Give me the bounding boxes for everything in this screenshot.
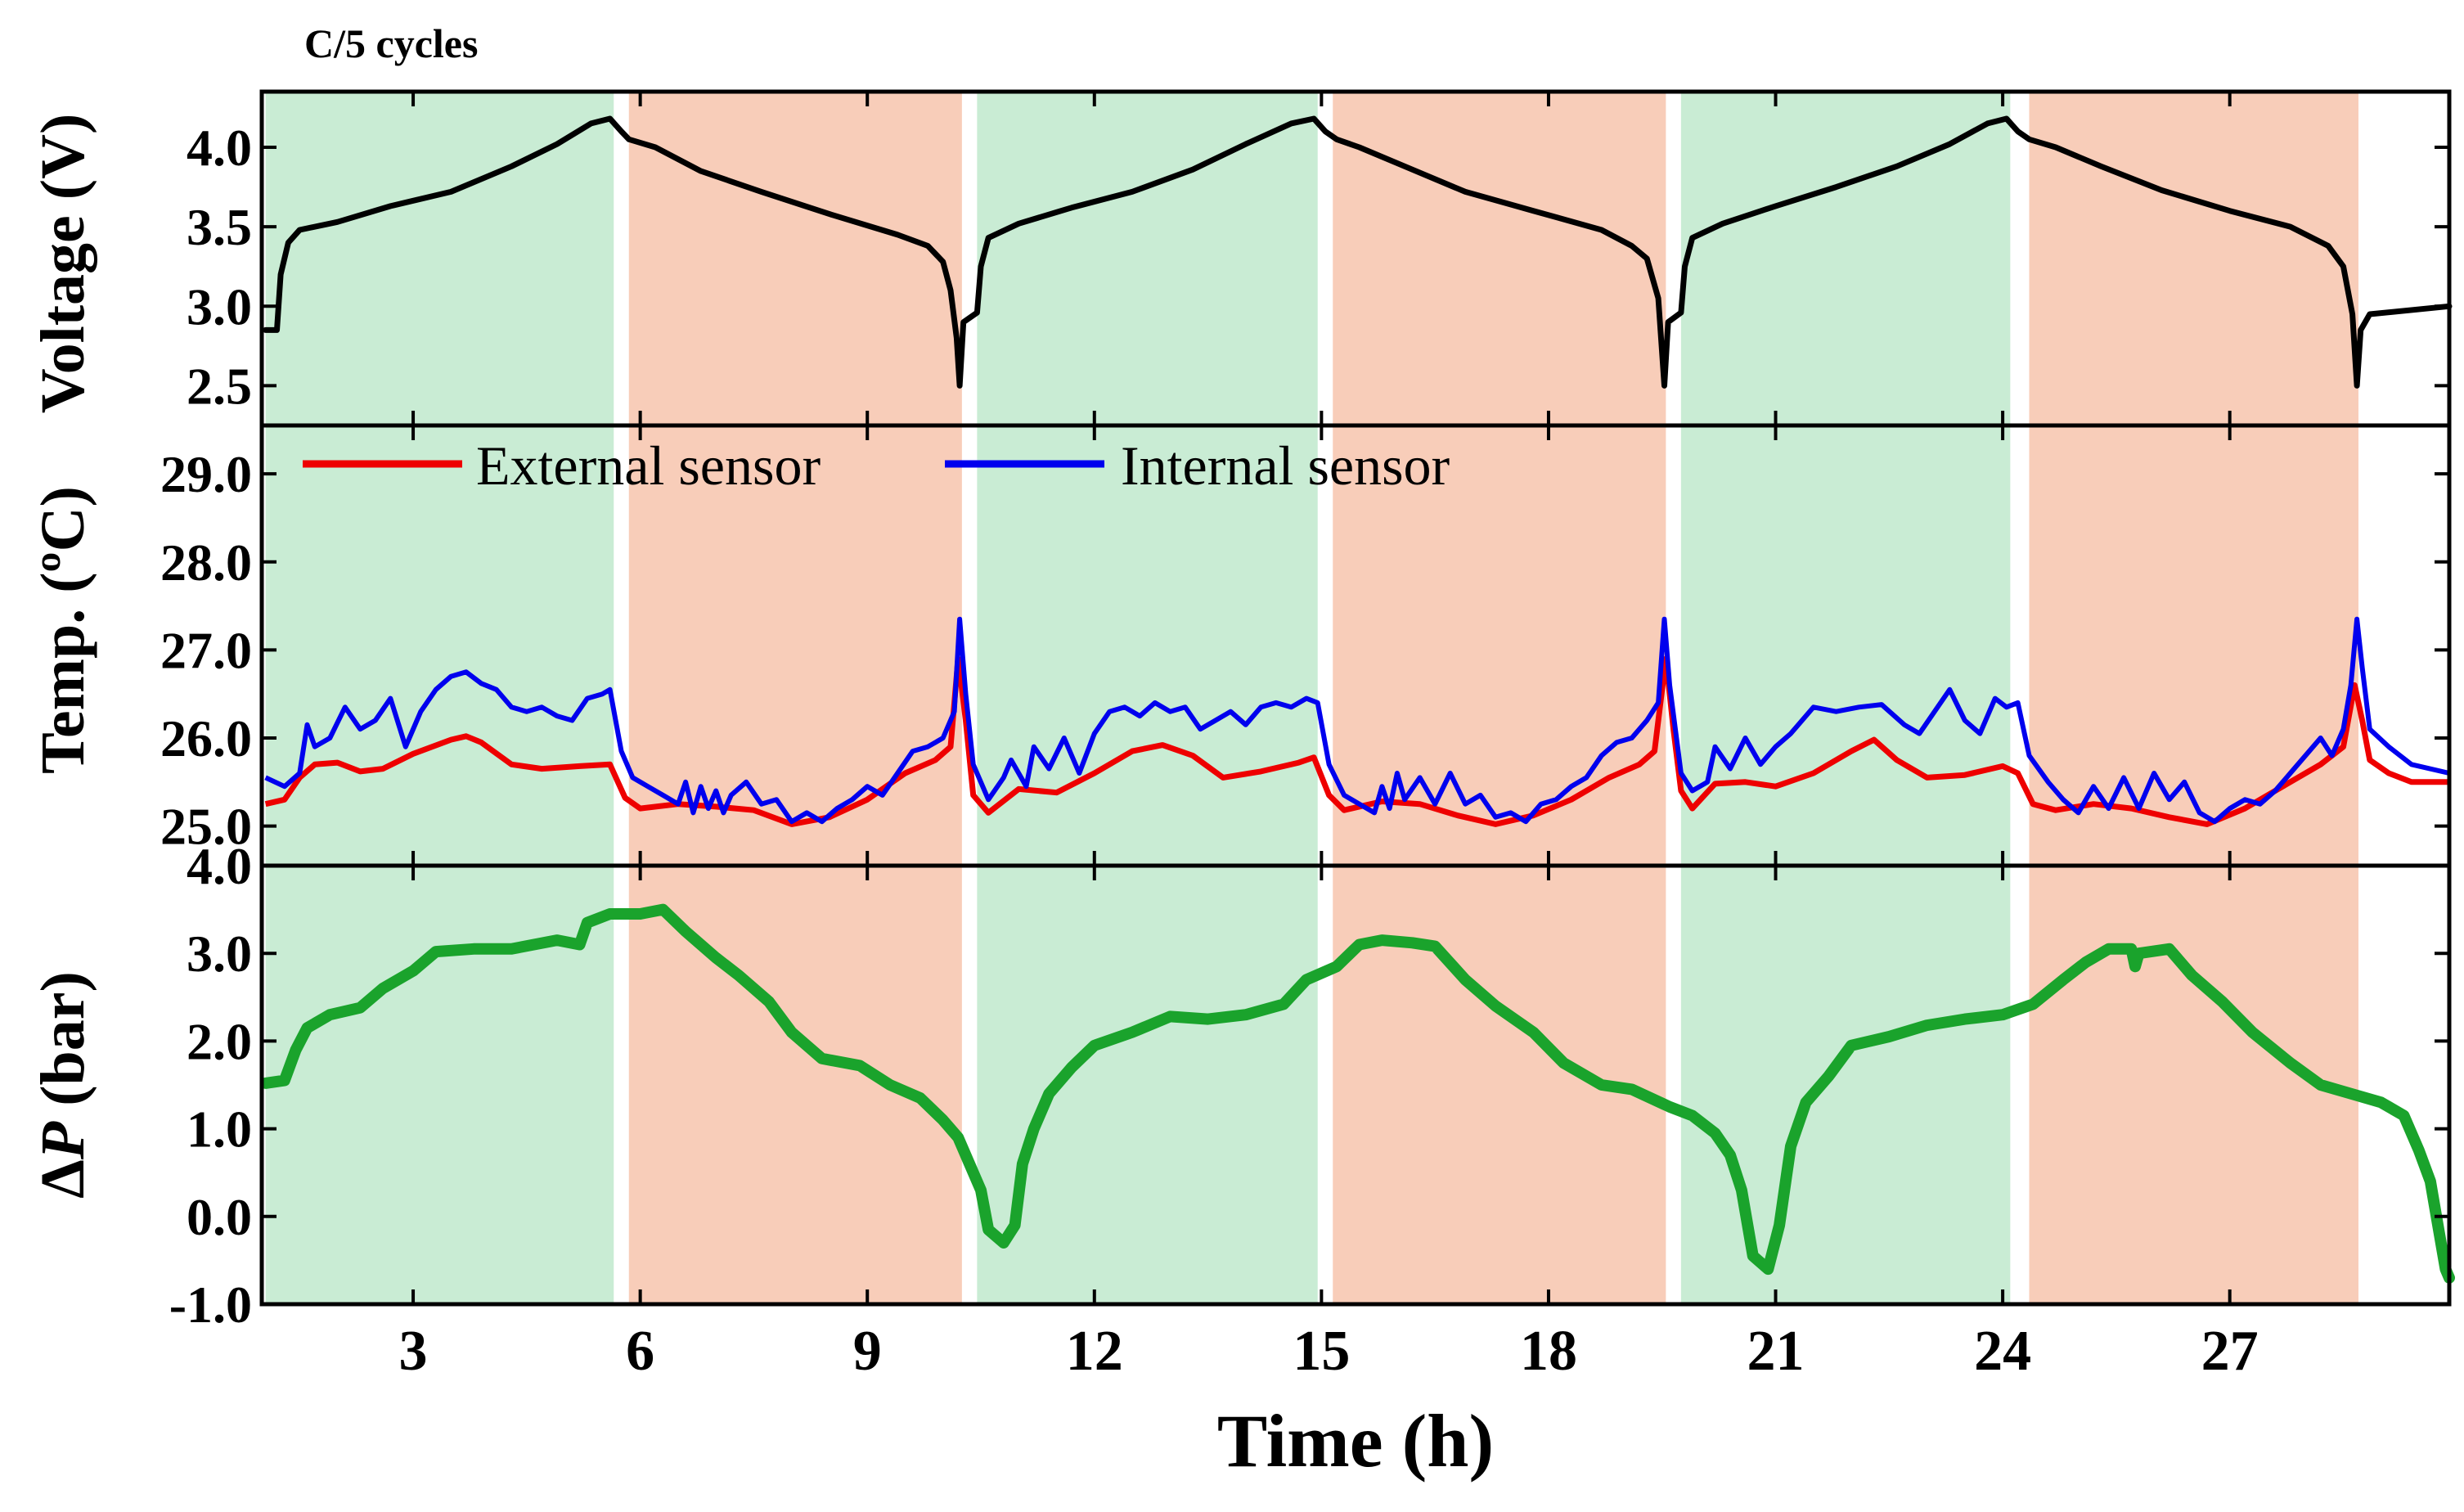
voltage-y-axis: 2.5 3.0 3.5 4.0 [187, 119, 2449, 415]
x-tick-label: 12 [1066, 1320, 1123, 1383]
x-tick-label: 21 [1747, 1320, 1805, 1383]
discharge-region-3 [1333, 92, 1666, 425]
voltage-y-axis-label: Voltage (V) [29, 114, 97, 414]
charge-region-4 [1680, 92, 2011, 425]
y-tick-label: 28.0 [160, 533, 252, 592]
pressure-y-axis: -1.0 0.0 1.0 2.0 3.0 4.0 [169, 837, 2449, 1334]
x-tick-label: 15 [1293, 1320, 1350, 1383]
temperature-shaded-regions [265, 425, 2358, 866]
charge-region-0 [265, 425, 614, 866]
voltage-x-ticks [411, 92, 2232, 425]
y-tick-label: 25.0 [160, 798, 252, 856]
x-tick-label: 9 [853, 1320, 882, 1383]
y-tick-label: 29.0 [160, 445, 252, 503]
y-tick-label: 4.0 [187, 837, 252, 895]
y-tick-label: 2.5 [187, 357, 252, 415]
discharge-region-5 [2029, 92, 2358, 425]
pressure-line [259, 903, 2455, 1284]
temperature-y-axis-label: Temp. (ºC) [29, 486, 97, 774]
y-tick-label: 3.0 [187, 277, 252, 335]
y-tick-label: 3.0 [187, 925, 252, 983]
pressure-panel: -1.0 0.0 1.0 2.0 3.0 4.0 3 6 9 12 15 18 21 24 27 ΔP (… [29, 837, 2455, 1383]
discharge-region-1 [628, 866, 962, 1304]
pressure-x-axis: 3 6 9 12 15 18 21 24 27 [399, 866, 2259, 1383]
discharge-region-5 [2029, 425, 2358, 866]
y-tick-label: 2.0 [187, 1012, 252, 1070]
chart-title: C/5 cycles [304, 20, 478, 66]
y-tick-label: 27.0 [160, 621, 252, 679]
discharge-region-3 [1333, 425, 1666, 866]
x-axis-label: Time (h) [1217, 1399, 1494, 1483]
x-tick-label: 27 [2201, 1320, 2259, 1383]
charge-region-4 [1680, 866, 2011, 1304]
voltage-line [263, 115, 2453, 389]
x-tick-label: 6 [626, 1320, 654, 1383]
internal-sensor-line [264, 616, 2450, 825]
y-tick-label: -1.0 [169, 1276, 252, 1334]
charge-region-2 [977, 866, 1318, 1304]
pressure-plot-frame [259, 863, 2452, 1307]
legend-internal-label: Internal sensor [1121, 434, 1450, 497]
y-tick-label: 1.0 [187, 1100, 252, 1159]
temperature-panel: 25.0 26.0 27.0 28.0 29.0 Temp. (ºC) External… [29, 423, 2452, 868]
voltage-shaded-regions [265, 92, 2358, 425]
y-tick-label: 4.0 [187, 119, 252, 177]
y-tick-label: 26.0 [160, 709, 252, 767]
charge-region-4 [1680, 425, 2011, 866]
temperature-x-ticks [411, 425, 2232, 866]
legend: External sensor Internal sensor [303, 434, 1450, 497]
charge-region-2 [977, 92, 1318, 425]
temperature-y-axis: 25.0 26.0 27.0 28.0 29.0 [160, 445, 2449, 856]
voltage-panel: 2.5 3.0 3.5 4.0 Voltage (V) [29, 89, 2453, 428]
x-tick-label: 3 [399, 1320, 428, 1383]
x-tick-label: 18 [1520, 1320, 1577, 1383]
discharge-region-1 [628, 92, 962, 425]
legend-external-label: External sensor [476, 434, 821, 497]
y-tick-label: 0.0 [187, 1188, 252, 1246]
pressure-y-axis-label: ΔP (bar) [29, 971, 97, 1199]
discharge-region-5 [2029, 866, 2358, 1304]
x-tick-label: 24 [1974, 1320, 2031, 1383]
y-tick-label: 3.5 [187, 198, 252, 256]
charge-region-0 [265, 866, 614, 1304]
